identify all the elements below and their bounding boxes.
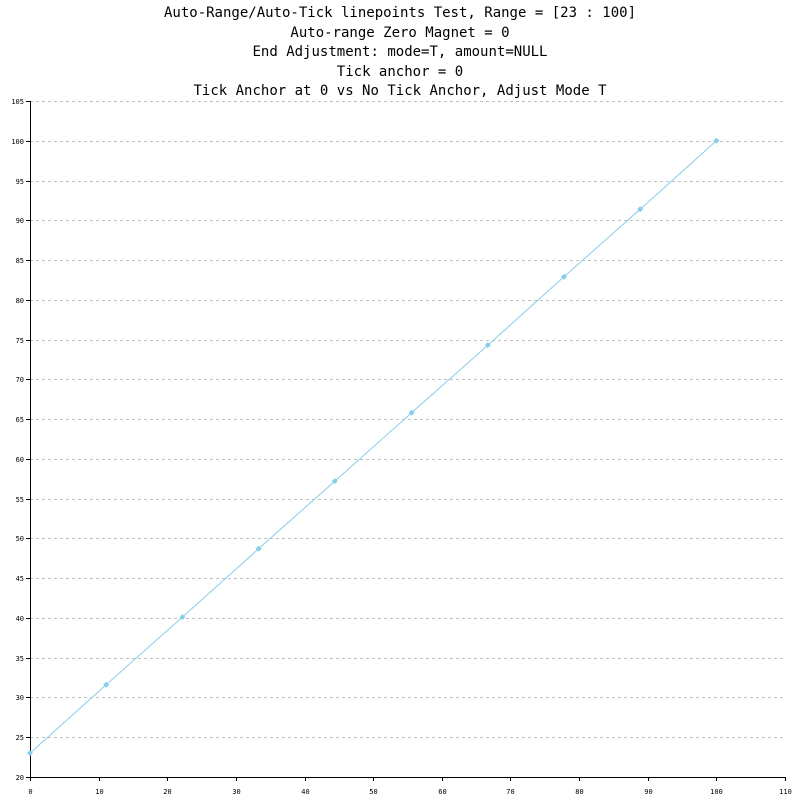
- x-tick-label: 60: [438, 788, 446, 796]
- y-tick-label: 100: [11, 138, 24, 146]
- x-tick-label: 0: [28, 788, 32, 796]
- y-tick-label: 80: [16, 297, 24, 305]
- y-tick-label: 55: [16, 496, 24, 504]
- data-point: [255, 545, 262, 552]
- y-tick-label: 60: [16, 456, 24, 464]
- y-tick-label: 50: [16, 535, 24, 543]
- title-line-3: End Adjustment: mode=T, amount=NULL: [252, 44, 548, 60]
- y-tick-label: 75: [16, 337, 24, 345]
- y-tick-label: 25: [16, 734, 24, 742]
- y-tick-label: 40: [16, 615, 24, 623]
- x-tick-label: 20: [163, 788, 171, 796]
- series-group: [27, 137, 720, 757]
- data-point: [713, 137, 720, 144]
- data-point: [103, 681, 110, 688]
- x-tick-label: 30: [232, 788, 240, 796]
- y-tick-label: 45: [16, 575, 24, 583]
- y-tick-label: 20: [16, 774, 24, 782]
- y-tick-label: 105: [11, 98, 24, 106]
- y-tick-label: 65: [16, 416, 24, 424]
- y-tick-label: 70: [16, 376, 24, 384]
- data-point: [484, 342, 491, 349]
- x-tick-label: 100: [710, 788, 723, 796]
- y-tick-label: 95: [16, 178, 24, 186]
- series-line: [29, 140, 717, 754]
- x-tick-label: 10: [95, 788, 103, 796]
- data-point: [27, 750, 33, 757]
- x-tick-label: 40: [301, 788, 309, 796]
- data-point: [408, 409, 415, 416]
- data-point: [179, 614, 186, 621]
- x-tick-label: 90: [644, 788, 652, 796]
- chart-title: Auto-Range/Auto-Tick linepoints Test, Ra…: [0, 4, 800, 102]
- data-point: [331, 478, 338, 485]
- title-line-5: Tick Anchor at 0 vs No Tick Anchor, Adju…: [193, 83, 607, 99]
- y-tick-label: 85: [16, 257, 24, 265]
- data-point: [637, 206, 644, 213]
- title-line-4: Tick anchor = 0: [336, 63, 464, 80]
- y-tick-label: 90: [16, 217, 24, 225]
- grid-lines: [30, 101, 785, 738]
- x-tick-label: 80: [575, 788, 583, 796]
- title-line-2: Auto-range Zero Magnet = 0: [290, 24, 510, 41]
- axes: [30, 101, 785, 778]
- x-tick-label: 110: [779, 788, 792, 796]
- y-tick-label: 30: [16, 694, 24, 702]
- y-tick-label: 35: [16, 655, 24, 663]
- title-line-1: Auto-Range/Auto-Tick linepoints Test, Ra…: [163, 5, 636, 21]
- data-point: [560, 273, 567, 280]
- x-tick-label: 70: [506, 788, 514, 796]
- x-tick-label: 50: [369, 788, 377, 796]
